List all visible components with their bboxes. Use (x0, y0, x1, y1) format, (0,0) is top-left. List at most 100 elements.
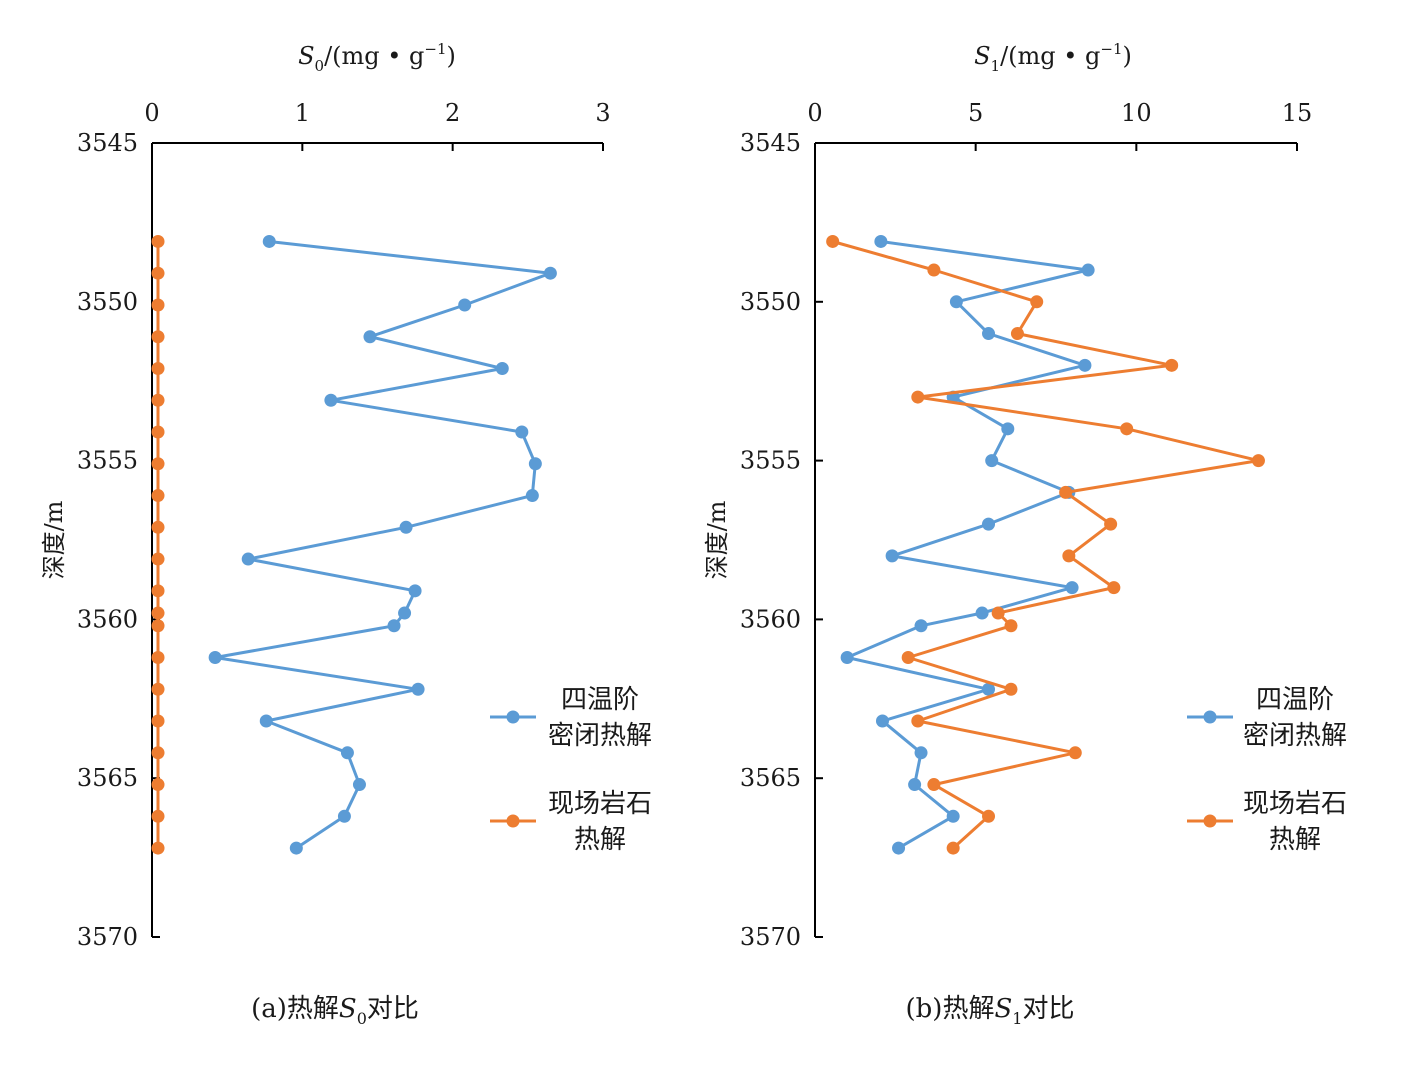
data-point (363, 330, 377, 344)
data-point (151, 330, 165, 344)
x-axis-title-unit: /(mg • g (1000, 42, 1100, 70)
chart-caption: (a)热解S0对比 (251, 994, 419, 1028)
data-point (151, 714, 165, 728)
series-line (213, 240, 552, 850)
data-point (408, 584, 422, 598)
caption-prefix: (a)热解 (251, 994, 339, 1024)
data-point (1062, 549, 1076, 563)
data-point (1004, 682, 1018, 696)
data-point (151, 457, 165, 471)
data-point (982, 682, 996, 696)
caption-prefix: (b)热解 (906, 994, 995, 1024)
x-axis-title: S1/(mg • g−1) (974, 40, 1132, 75)
y-tick-label: 3560 (77, 605, 138, 633)
data-point (528, 457, 542, 471)
x-axis-title-close: ) (1123, 42, 1132, 70)
data-point (262, 234, 276, 248)
data-point (387, 619, 401, 633)
data-point (1010, 327, 1024, 341)
data-point (885, 549, 899, 563)
data-point (324, 393, 338, 407)
x-axis-title: S0/(mg • g−1) (298, 40, 456, 75)
x-axis-title-unit: /(mg • g (324, 42, 424, 70)
data-point (892, 841, 906, 855)
data-point (1068, 746, 1082, 760)
data-point (982, 809, 996, 823)
data-point (151, 651, 165, 665)
legend-swatch-marker (1203, 814, 1217, 828)
data-point (1030, 295, 1044, 309)
data-point (1107, 581, 1121, 595)
data-point (927, 778, 941, 792)
data-point (914, 746, 928, 760)
data-point (1251, 454, 1265, 468)
data-point (151, 393, 165, 407)
data-point (1059, 485, 1073, 499)
data-point (982, 517, 996, 531)
legend-label: 密闭热解 (1243, 721, 1347, 751)
data-point (259, 714, 273, 728)
data-point (985, 454, 999, 468)
data-point (151, 606, 165, 620)
data-point (399, 520, 413, 534)
legend-label: 四温阶 (1256, 685, 1334, 715)
data-point (151, 746, 165, 760)
caption-suffix: 对比 (1022, 994, 1074, 1024)
data-point (151, 361, 165, 375)
data-point (826, 234, 840, 248)
y-tick-label: 3555 (77, 447, 138, 475)
data-point (908, 778, 922, 792)
y-tick-label: 3565 (77, 764, 138, 792)
data-point (1104, 517, 1118, 531)
y-axis-title: 深度/m (703, 500, 731, 579)
y-tick-label: 3555 (740, 447, 801, 475)
data-point (840, 651, 854, 665)
data-point (151, 489, 165, 503)
legend-label: 热解 (1269, 825, 1321, 855)
caption-var: S (339, 994, 357, 1024)
data-point (911, 714, 925, 728)
legend-swatch-marker (506, 814, 520, 828)
data-point (543, 266, 557, 280)
data-point (1065, 581, 1079, 595)
data-point (515, 425, 529, 439)
x-tick-label: 5 (968, 99, 983, 127)
legend-label: 现场岩石 (1243, 789, 1347, 819)
x-tick-label: 15 (1282, 99, 1313, 127)
data-point (151, 234, 165, 248)
data-point (151, 841, 165, 855)
x-axis-title-sub: 0 (315, 57, 325, 75)
data-point (340, 746, 354, 760)
data-point (151, 266, 165, 280)
data-point (1001, 422, 1015, 436)
y-tick-label: 3545 (77, 129, 138, 157)
data-point (1078, 358, 1092, 372)
data-point (352, 778, 366, 792)
data-point (208, 651, 222, 665)
legend-label: 现场岩石 (548, 789, 652, 819)
x-axis-title-sub: 1 (991, 57, 1001, 75)
y-tick-label: 3560 (740, 605, 801, 633)
caption-sub: 1 (1012, 1009, 1022, 1028)
data-point (991, 606, 1005, 620)
legend-swatch-marker (1203, 710, 1217, 724)
data-point (151, 552, 165, 566)
legend-swatch-marker (506, 710, 520, 724)
y-tick-label: 3570 (740, 923, 801, 951)
data-point (874, 234, 888, 248)
legend-label: 热解 (574, 825, 626, 855)
data-point (914, 619, 928, 633)
data-point (151, 778, 165, 792)
x-axis-title-sup: −1 (1100, 40, 1122, 58)
x-tick-label: 10 (1121, 99, 1152, 127)
legend-label: 密闭热解 (548, 721, 652, 751)
x-axis-title-var: S (974, 42, 990, 70)
data-point (946, 841, 960, 855)
data-point (1165, 358, 1179, 372)
data-point (525, 489, 539, 503)
y-tick-label: 3570 (77, 923, 138, 951)
legend-label: 四温阶 (561, 685, 639, 715)
chart-caption: (b)热解S1对比 (906, 994, 1075, 1028)
data-point (151, 425, 165, 439)
